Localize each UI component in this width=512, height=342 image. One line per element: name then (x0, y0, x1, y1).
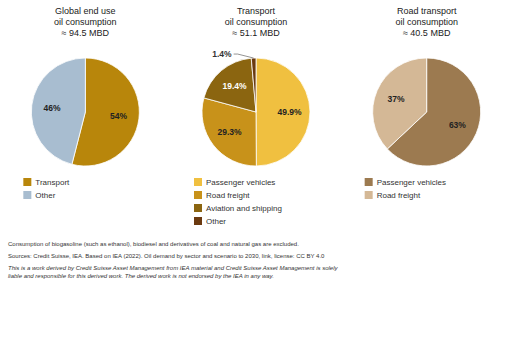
pie-slice (31, 58, 85, 164)
data-label: 49.9% (277, 107, 302, 117)
slices (373, 58, 481, 166)
slices (202, 58, 310, 166)
data-label: 37% (387, 94, 404, 104)
footnote: This is a work derived by Credit Suisse … (8, 265, 338, 279)
legend-label: Other (206, 217, 226, 226)
chart-title: Transportoil consumption≈ 51.1 MBD (225, 6, 288, 38)
pie-slice (204, 58, 256, 112)
legend-label: Other (35, 191, 55, 200)
footnote-line: Sources: Credit Suisse, IEA. Based on IE… (8, 253, 325, 259)
legend: Passenger vehicles Road freight (365, 178, 446, 200)
pie-chart: Road transportoil consumption≈ 40.5 MBD 6… (365, 6, 481, 200)
legend-swatch (23, 191, 31, 199)
legend-label: Passenger vehicles (206, 178, 275, 187)
data-label: 1.4% (212, 49, 232, 59)
title-line: oil consumption (54, 17, 117, 27)
chart-title: Road transportoil consumption≈ 40.5 MBD (395, 6, 458, 38)
data-label: 63% (449, 120, 466, 130)
title-line: ≈ 40.5 MBD (403, 28, 451, 38)
figure: Global end useoil consumption≈ 94.5 MBD5… (0, 0, 512, 342)
background (0, 0, 512, 342)
pie-slice (251, 58, 256, 112)
data-labels: 54% 46% (44, 103, 128, 121)
title-line: oil consumption (225, 17, 288, 27)
legend-swatch (23, 178, 31, 186)
leader-line (234, 54, 254, 58)
legend-swatch (365, 178, 373, 186)
pie-chart: Transportoil consumption≈ 51.1 MBD 49.9% 2… (194, 6, 310, 226)
title-line: Road transport (397, 6, 457, 16)
data-labels: 49.9% 29.3% 19.4% 1.4% (212, 49, 302, 137)
legend-label: Road freight (377, 191, 421, 200)
chart-title: Global end useoil consumption≈ 94.5 MBD (54, 6, 117, 38)
title-line: Transport (237, 6, 276, 16)
legend-label: Road freight (206, 191, 250, 200)
legend-label: Transport (35, 178, 70, 187)
footnote: Sources: Credit Suisse, IEA. Based on IE… (8, 253, 325, 259)
legend-swatch (194, 217, 202, 225)
legend-label: Passenger vehicles (377, 178, 446, 187)
data-label: 54% (110, 111, 127, 121)
legend-label: Aviation and shipping (206, 204, 282, 213)
data-label: 19.4% (222, 81, 247, 91)
data-label: 29.3% (217, 127, 242, 137)
data-labels: 63% 37% (387, 94, 466, 131)
pie-slice (256, 58, 310, 166)
title-line: oil consumption (395, 17, 458, 27)
footnotes: Consumption of biogasoline (such as etha… (8, 241, 338, 279)
footnote-line: Consumption of biogasoline (such as etha… (8, 241, 299, 247)
title-line: Global end use (55, 6, 116, 16)
slices (31, 58, 139, 166)
footnote-line: This is a work derived by Credit Suisse … (8, 265, 338, 271)
data-label: 46% (44, 103, 61, 113)
legend: Transport Other (23, 178, 70, 200)
footnote-line: liable and responsible for this derived … (8, 273, 274, 279)
legend: Passenger vehicles Road freight Aviation a… (194, 178, 282, 226)
title-line: ≈ 51.1 MBD (232, 28, 280, 38)
legend-swatch (194, 204, 202, 212)
pie-chart: Global end useoil consumption≈ 94.5 MBD 5… (23, 6, 139, 200)
pie-slice (373, 58, 427, 149)
legend-swatch (194, 178, 202, 186)
title-line: ≈ 94.5 MBD (62, 28, 110, 38)
footnote: Consumption of biogasoline (such as etha… (8, 241, 299, 247)
legend-swatch (194, 191, 202, 199)
legend-swatch (365, 191, 373, 199)
